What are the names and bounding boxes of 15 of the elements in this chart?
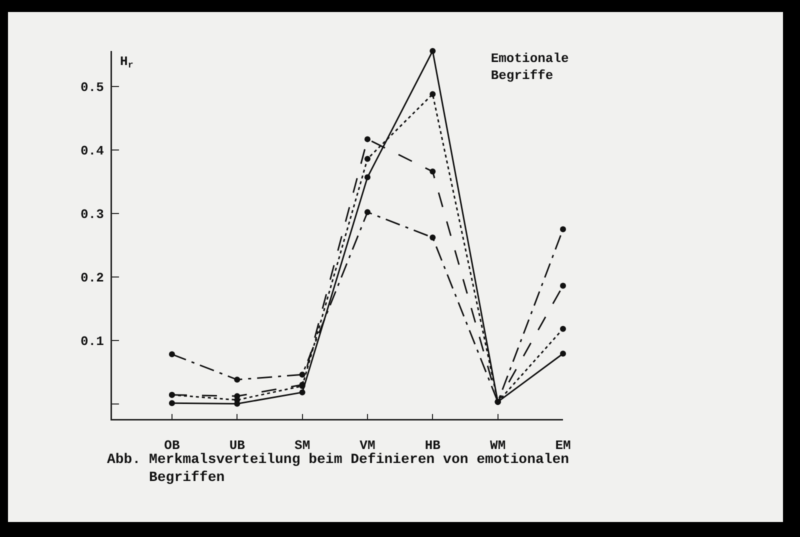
y-tick-label: 0.1	[80, 334, 104, 349]
x-tick-label: WM	[490, 438, 506, 454]
x-tick-label: EM	[555, 438, 571, 454]
y-tick-label: 0.3	[80, 206, 104, 222]
y-tick-label: 0.4	[80, 144, 104, 159]
y-tick-label: 0.2	[80, 270, 104, 286]
x-tick-label: VM	[360, 438, 376, 454]
x-tick-label: OB	[164, 438, 180, 454]
x-tick-label: SM	[294, 438, 310, 454]
y-axis-title: H$_{r}$	[120, 54, 134, 71]
text: Abb. Merkmalsverteilung beim Definieren von emotionalen Begriffen	[107, 452, 570, 486]
x-tick-label: HB	[424, 438, 441, 454]
text: Emotionale Begriffe	[490, 51, 570, 83]
x-tick-label: UB	[229, 438, 246, 454]
y-tick-label: 0.5	[80, 80, 104, 96]
